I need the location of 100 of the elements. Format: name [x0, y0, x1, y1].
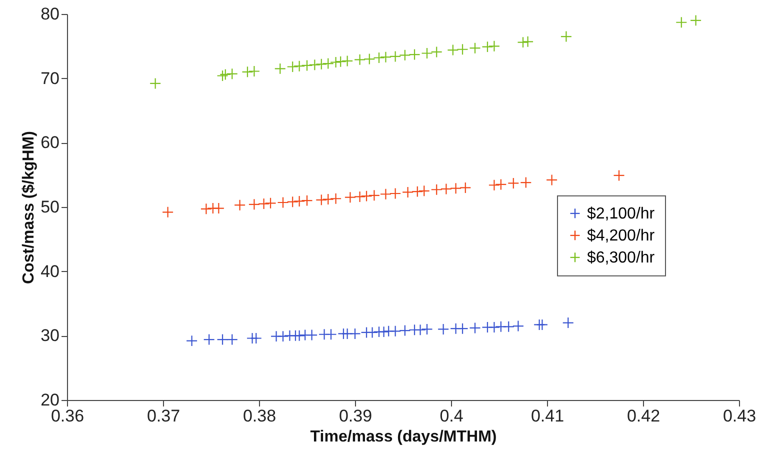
x-tick-label: 0.39	[338, 406, 372, 426]
point	[342, 55, 354, 67]
point	[469, 42, 481, 54]
point	[562, 317, 574, 329]
x-tick-label: 0.38	[242, 406, 276, 426]
point	[186, 335, 198, 347]
point	[488, 179, 500, 191]
x-axis-title: Time/mass (days/MTHM)	[310, 428, 497, 446]
point	[203, 334, 215, 346]
x-tick-label: 0.41	[530, 406, 564, 426]
x-tick-label: 0.43	[722, 406, 756, 426]
point	[277, 196, 289, 208]
point	[150, 78, 162, 90]
y-tick-label: 40	[40, 262, 60, 281]
point	[546, 174, 558, 186]
point	[522, 36, 534, 48]
point	[308, 59, 320, 71]
point	[301, 194, 313, 206]
point	[325, 328, 337, 340]
point	[250, 332, 262, 344]
point	[414, 324, 426, 336]
point	[334, 56, 346, 68]
point	[306, 329, 318, 341]
point	[418, 185, 430, 197]
point	[301, 60, 313, 72]
point	[517, 36, 529, 48]
x-tick-label: 0.4	[440, 406, 464, 426]
point	[366, 326, 378, 338]
x-tick-label: 0.42	[626, 406, 660, 426]
point	[482, 41, 494, 53]
point	[399, 324, 411, 336]
point	[690, 14, 702, 26]
point	[330, 56, 342, 68]
point	[450, 182, 462, 194]
point	[421, 47, 433, 60]
point	[508, 177, 520, 189]
point	[354, 54, 366, 66]
point	[495, 178, 507, 190]
point	[226, 68, 238, 80]
point	[234, 199, 246, 211]
point	[488, 40, 500, 52]
point	[676, 16, 688, 28]
point	[212, 202, 224, 214]
point	[242, 66, 254, 78]
point	[460, 182, 472, 194]
point	[438, 323, 450, 336]
point	[488, 322, 500, 334]
point	[349, 328, 361, 340]
point	[248, 65, 260, 78]
legend-label: $6,300/hr	[587, 249, 656, 266]
point	[456, 44, 468, 56]
x-tick-label: 0.36	[50, 406, 84, 426]
point	[502, 320, 514, 332]
point	[316, 194, 328, 206]
point	[469, 322, 481, 334]
point	[373, 52, 385, 64]
point	[322, 193, 334, 206]
point	[264, 197, 276, 209]
point	[520, 176, 532, 188]
y-tick-label: 80	[40, 4, 60, 24]
point	[402, 186, 414, 198]
point	[360, 190, 372, 202]
point	[294, 195, 306, 208]
point	[430, 46, 442, 58]
point	[412, 186, 424, 198]
point	[378, 326, 390, 338]
point	[390, 50, 402, 62]
point	[408, 48, 420, 60]
point	[560, 30, 572, 42]
y-tick-label: 50	[40, 198, 60, 216]
point	[226, 334, 238, 346]
point	[536, 318, 548, 331]
point	[380, 188, 392, 200]
point	[430, 184, 442, 196]
point	[456, 322, 468, 334]
point	[380, 51, 392, 63]
point	[421, 323, 433, 336]
point	[274, 62, 286, 74]
point	[286, 196, 298, 208]
legend-label: $2,100/hr	[587, 205, 656, 222]
point	[399, 49, 411, 61]
point	[316, 58, 328, 70]
point	[220, 68, 232, 80]
y-tick-label: 70	[40, 68, 60, 88]
point	[216, 70, 228, 82]
point	[294, 60, 306, 72]
x-tick-label: 0.37	[146, 406, 180, 426]
point	[216, 334, 228, 346]
point	[330, 192, 342, 204]
point	[368, 190, 380, 202]
point	[344, 192, 356, 204]
y-tick-label: 20	[40, 390, 60, 410]
point	[512, 320, 524, 332]
point	[354, 190, 366, 202]
point	[248, 198, 260, 210]
point	[440, 183, 452, 195]
point	[258, 198, 270, 210]
point	[162, 206, 174, 218]
point	[286, 60, 298, 73]
point	[277, 330, 289, 342]
